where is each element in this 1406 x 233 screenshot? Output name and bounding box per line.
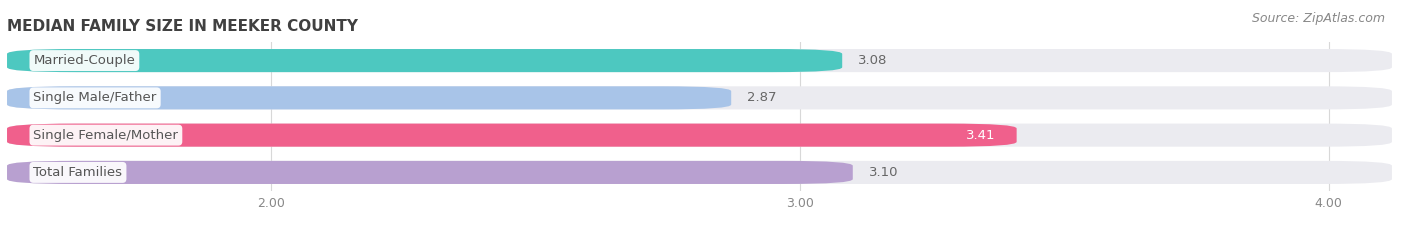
FancyBboxPatch shape	[7, 86, 1392, 110]
FancyBboxPatch shape	[7, 86, 731, 110]
Text: 3.08: 3.08	[858, 54, 887, 67]
Text: Total Families: Total Families	[34, 166, 122, 179]
Text: 2.87: 2.87	[747, 91, 776, 104]
Text: 3.41: 3.41	[966, 129, 995, 142]
FancyBboxPatch shape	[7, 123, 1017, 147]
Text: MEDIAN FAMILY SIZE IN MEEKER COUNTY: MEDIAN FAMILY SIZE IN MEEKER COUNTY	[7, 19, 359, 34]
FancyBboxPatch shape	[7, 161, 853, 184]
FancyBboxPatch shape	[7, 49, 842, 72]
FancyBboxPatch shape	[7, 123, 1392, 147]
FancyBboxPatch shape	[7, 49, 1392, 72]
Text: Married-Couple: Married-Couple	[34, 54, 135, 67]
Text: 3.10: 3.10	[869, 166, 898, 179]
Text: Single Female/Mother: Single Female/Mother	[34, 129, 179, 142]
Text: Source: ZipAtlas.com: Source: ZipAtlas.com	[1251, 12, 1385, 25]
FancyBboxPatch shape	[7, 161, 1392, 184]
Text: Single Male/Father: Single Male/Father	[34, 91, 156, 104]
